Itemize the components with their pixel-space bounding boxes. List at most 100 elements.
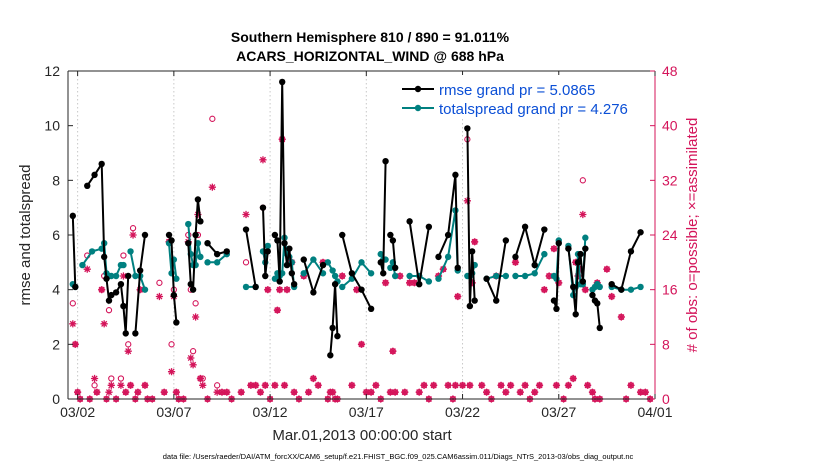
totalspread-point (173, 275, 180, 282)
obs-assimilated-marker (247, 381, 255, 389)
totalspread-point (596, 283, 603, 291)
obs-assimilated-marker (569, 374, 577, 383)
y2-tick-label: 40 (662, 118, 678, 134)
obs-assimilated-marker (454, 292, 462, 301)
rmse-point (192, 231, 199, 239)
rmse-point (279, 78, 286, 86)
totalspread-point (502, 272, 510, 280)
rmse-point (194, 196, 202, 203)
rmse-point (185, 240, 192, 247)
obs-assimilated-marker (507, 381, 515, 389)
rmse-point (406, 218, 413, 225)
obs-assimilated-marker (304, 388, 313, 396)
rmse-point (608, 281, 615, 288)
totalspread-point (88, 248, 96, 255)
rmse-point (380, 270, 387, 277)
rmse-point (274, 237, 281, 244)
obs-assimilated-marker (516, 388, 524, 396)
y2-tick-label: 8 (662, 336, 670, 352)
totalspread-point (582, 234, 589, 241)
obs-assimilated-marker (415, 388, 423, 396)
obs-possible-marker (129, 225, 137, 232)
rmse-point (367, 305, 375, 312)
legend: rmse grand pr = 5.0865 totalspread grand… (398, 75, 654, 119)
totalspread-point (358, 259, 365, 266)
rmse-point (594, 300, 601, 307)
obs-assimilated-marker (141, 381, 149, 389)
obs-assimilated-marker (357, 340, 366, 348)
y2-tick-label: 24 (662, 227, 678, 243)
rmse-point (242, 226, 250, 233)
totalspread-point (377, 250, 384, 258)
obs-assimilated-marker (273, 306, 281, 314)
rmse-line-segment (341, 234, 372, 310)
obs-assimilated-marker (276, 286, 284, 294)
legend-label-rmse: rmse grand pr = 5.0865 (439, 82, 595, 99)
obs-assimilated-marker (511, 258, 520, 266)
totalspread-point (300, 270, 307, 277)
obs-assimilated-marker (521, 381, 529, 389)
obs-assimilated-marker (348, 381, 356, 389)
y2-tick-label: 32 (662, 172, 678, 188)
rmse-point (570, 283, 577, 291)
obs-assimilated-marker (213, 388, 221, 396)
totalspread-line-segment (341, 260, 372, 288)
totalspread-point (185, 220, 192, 228)
obs-assimilated-marker (280, 381, 289, 389)
obs-assimilated-marker (208, 183, 216, 191)
obs-assimilated-marker (314, 381, 322, 389)
rmse-point (483, 275, 490, 282)
rmse-point (204, 240, 211, 247)
obs-possible-marker (209, 115, 216, 122)
rmse-point (125, 272, 132, 280)
rmse-point (170, 291, 178, 299)
totalspread-point (120, 261, 127, 269)
rmse-point (618, 286, 625, 293)
obs-assimilated-marker (444, 381, 452, 389)
obs-assimilated-marker (389, 347, 397, 355)
obs-assimilated-marker (290, 388, 298, 396)
obs-assimilated-marker (552, 381, 561, 389)
obs-assimilated-marker (588, 388, 597, 396)
obs-assimilated-marker (386, 388, 394, 396)
totalspread-point (425, 278, 433, 285)
rmse-point (136, 267, 144, 274)
obs-assimilated-marker (396, 272, 404, 280)
totalspread-point (406, 272, 413, 280)
rmse-point (288, 270, 296, 277)
data-file-footnote: data file: /Users/raeder/DAI/ATM_forcXX/… (163, 452, 634, 461)
obs-assimilated-marker (338, 272, 346, 280)
rmse-point (331, 281, 339, 288)
rmse-point (103, 275, 110, 282)
totalspread-point (444, 253, 452, 261)
rmse-point (627, 248, 635, 255)
obs-assimilated-marker (353, 286, 361, 294)
obs-assimilated-marker (136, 286, 144, 294)
rmse-point (541, 226, 548, 233)
obs-assimilated-marker (381, 279, 390, 287)
rmse-point (223, 248, 230, 255)
rmse-point (582, 245, 589, 252)
obs-assimilated-marker (189, 361, 197, 369)
rmse-point (435, 253, 442, 261)
x-axis-label: Mar.01,2013 00:00:00 start (272, 427, 452, 444)
rmse-line-segment (437, 174, 459, 268)
rmse-point (531, 261, 538, 269)
rmse-point (264, 248, 271, 255)
obs-assimilated-marker (126, 381, 135, 389)
obs-assimilated-marker (71, 340, 79, 348)
rmse-point (348, 270, 356, 277)
obs-assimilated-marker (122, 388, 130, 396)
obs-assimilated-marker (329, 388, 337, 396)
obs-assimilated-marker (636, 388, 645, 396)
rmse-point (84, 182, 91, 189)
totalspread-point (637, 283, 644, 291)
obs-possible-marker (579, 177, 586, 184)
obs-assimilated-marker (451, 381, 460, 389)
totalspread-point (197, 253, 204, 261)
rmse-point (252, 283, 259, 291)
chart-title-line-1: Southern Hemisphere 810 / 890 = 91.011% (231, 29, 510, 45)
rmse-point (276, 278, 283, 285)
obs-assimilated-marker (367, 388, 375, 396)
